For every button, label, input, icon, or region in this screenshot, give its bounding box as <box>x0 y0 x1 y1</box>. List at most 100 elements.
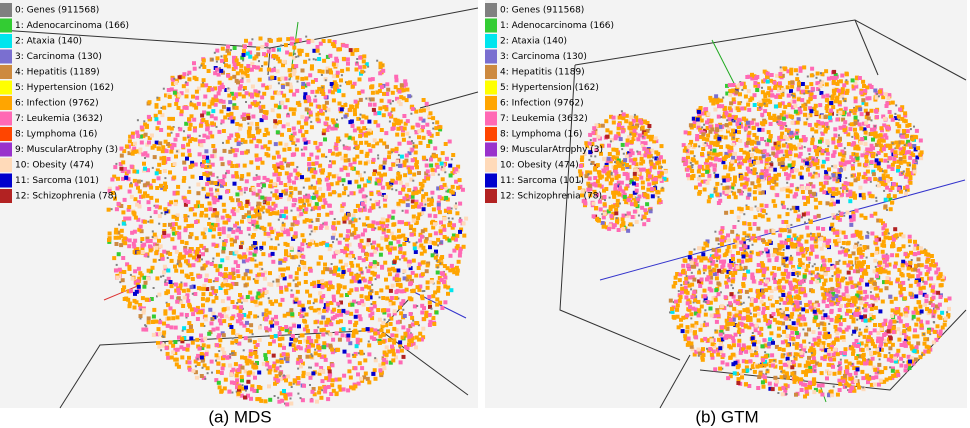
point <box>164 149 169 154</box>
point <box>359 113 362 116</box>
point <box>174 102 179 106</box>
point <box>337 88 342 93</box>
point <box>354 309 359 314</box>
point <box>170 131 173 134</box>
point <box>369 290 372 293</box>
point <box>237 385 242 390</box>
point <box>218 286 223 290</box>
point <box>117 267 122 272</box>
point <box>347 359 352 364</box>
point <box>166 276 171 281</box>
point <box>252 241 257 245</box>
point <box>795 352 800 357</box>
point <box>720 360 725 365</box>
point <box>725 326 730 331</box>
point <box>262 290 267 295</box>
point <box>289 246 294 251</box>
point <box>215 268 220 273</box>
point <box>750 297 755 302</box>
point <box>391 235 396 240</box>
point <box>154 117 159 122</box>
point <box>211 144 216 148</box>
point <box>906 354 911 359</box>
point <box>946 311 949 314</box>
point <box>793 355 796 358</box>
point <box>810 236 814 241</box>
point <box>273 90 278 95</box>
point <box>408 282 413 287</box>
point <box>410 95 413 98</box>
point <box>331 74 336 79</box>
point <box>369 99 372 102</box>
point <box>158 320 163 325</box>
point <box>317 310 322 315</box>
point <box>167 116 172 121</box>
point <box>444 195 449 200</box>
point <box>262 110 267 114</box>
point <box>163 139 168 144</box>
point <box>163 309 168 314</box>
point <box>335 139 340 144</box>
point <box>672 301 675 304</box>
point <box>317 284 322 288</box>
point <box>191 312 196 317</box>
point <box>379 128 384 132</box>
point <box>282 59 287 64</box>
point <box>204 213 209 218</box>
point <box>143 280 148 285</box>
point <box>863 289 868 294</box>
point <box>944 298 948 303</box>
point <box>283 393 288 398</box>
point <box>288 185 293 190</box>
point <box>431 207 436 212</box>
point <box>377 154 380 157</box>
point <box>142 161 146 166</box>
point <box>668 298 673 303</box>
point <box>391 358 396 363</box>
point <box>223 279 228 284</box>
point <box>298 340 302 344</box>
point <box>208 217 211 220</box>
point <box>353 323 358 328</box>
point <box>417 135 421 140</box>
point <box>222 141 224 144</box>
point <box>899 287 904 291</box>
point <box>253 299 258 304</box>
point <box>767 239 772 244</box>
point <box>321 332 326 337</box>
point <box>139 229 144 234</box>
point <box>796 321 801 326</box>
point <box>401 299 406 304</box>
point <box>301 152 306 157</box>
point <box>321 270 326 275</box>
point <box>435 297 440 302</box>
point <box>148 248 153 253</box>
point <box>417 212 422 217</box>
point <box>348 302 352 307</box>
point <box>420 229 425 234</box>
point <box>332 44 337 49</box>
point <box>303 338 308 343</box>
point <box>430 190 435 195</box>
point <box>259 101 261 104</box>
point <box>728 301 733 306</box>
point <box>426 106 430 111</box>
point <box>148 244 152 249</box>
point <box>235 228 240 233</box>
point <box>384 237 389 242</box>
point <box>405 87 410 92</box>
point <box>345 293 349 297</box>
point <box>194 252 199 257</box>
point <box>851 317 856 322</box>
point <box>830 393 835 398</box>
point <box>238 245 243 250</box>
point <box>274 168 279 173</box>
point <box>365 97 368 100</box>
point <box>312 280 317 285</box>
point <box>404 193 409 198</box>
point <box>270 108 275 113</box>
point <box>416 216 421 221</box>
point <box>136 119 139 122</box>
point <box>796 240 801 244</box>
point <box>252 219 257 224</box>
